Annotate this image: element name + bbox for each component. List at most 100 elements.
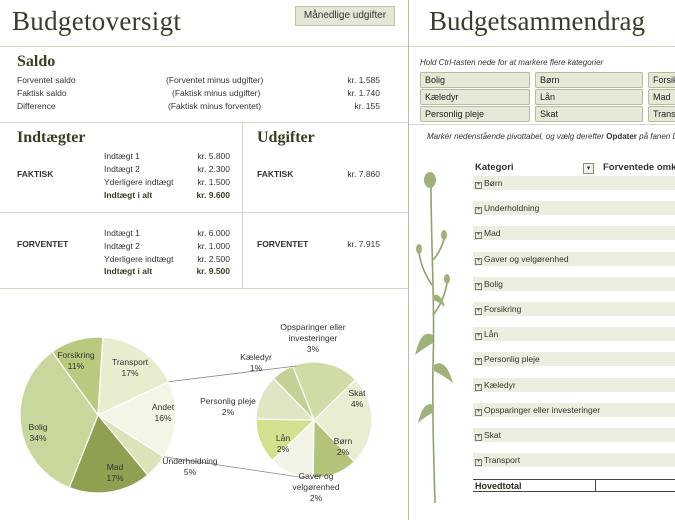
pie-label-personlig-pleje: Personlig pleje 2% (200, 396, 256, 417)
slicer-item-mad[interactable]: Mad (648, 89, 675, 105)
income-row-amount: kr. 6.000 (170, 228, 230, 238)
slicer-item-transport[interactable]: Transport (648, 106, 675, 122)
balance-note: (Faktisk minus forventet) (168, 101, 261, 111)
pivot-row-label: Mad (484, 228, 501, 238)
monthly-expenses-button[interactable]: Månedlige udgifter (295, 6, 395, 26)
income-total-label: Indtægt i alt (104, 190, 152, 200)
income-row-label: Indtægt 2 (104, 241, 140, 251)
expand-icon[interactable]: + (475, 283, 482, 290)
total-separator (595, 480, 596, 492)
balance-amount: kr. 1.740 (320, 88, 380, 98)
pivot-row-label: Underholdning (484, 203, 539, 213)
income-row-amount: kr. 2.300 (170, 164, 230, 174)
expenses-actual-amount: kr. 7.860 (320, 169, 380, 179)
income-row-amount: kr. 1.000 (170, 241, 230, 251)
pivot-row[interactable]: + Børn (473, 176, 675, 190)
income-row-label: Indtægt 1 (104, 151, 140, 161)
balance-label: Difference (17, 101, 56, 111)
pivot-row[interactable]: + Opsparinger eller investeringer (473, 403, 675, 417)
expand-icon[interactable]: + (475, 384, 482, 391)
pivot-row[interactable]: + Gaver og velgørenhed (473, 252, 675, 266)
pivot-row-label: Forsikring (484, 304, 521, 314)
divider (0, 288, 408, 289)
balance-note: (Forventet minus udgifter) (166, 75, 263, 85)
pivot-row[interactable]: + Lån (473, 327, 675, 341)
expand-icon[interactable]: + (475, 232, 482, 239)
expand-icon[interactable]: + (475, 459, 482, 466)
pivot-row[interactable]: + Skat (473, 428, 675, 442)
income-total-label: Indtægt i alt (104, 266, 152, 276)
expand-icon[interactable]: + (475, 207, 482, 214)
pie-label-opsparinger-eller-investeringer: Opsparinger eller investeringer 3% (280, 322, 345, 354)
pie-label-mad: Mad 17% (106, 462, 123, 483)
slicer-item-skat[interactable]: Skat (535, 106, 643, 122)
slicer-item-personlig-pleje[interactable]: Personlig pleje (420, 106, 530, 122)
flower-illustration (409, 165, 469, 505)
balance-note: (Faktisk minus udgifter) (172, 88, 260, 98)
pivot-row[interactable]: + Forsikring (473, 302, 675, 316)
pie-label-gaver-og-velg-renhed: Gaver og velgørenhed 2% (292, 471, 340, 503)
expand-icon[interactable]: + (475, 409, 482, 416)
slicer-hint: Hold Ctrl-tasten nede for at markere fle… (420, 58, 603, 67)
pie-label-l-n: Lån 2% (276, 433, 290, 454)
pivot-row-label: Lån (484, 329, 498, 339)
pivot-row-label: Kæledyr (484, 380, 516, 390)
pie-label-underholdning: Underholdning 5% (162, 456, 218, 477)
income-row-label: Yderligere indtægt (104, 177, 173, 187)
pivot-row[interactable]: + Personlig pleje (473, 352, 675, 366)
pivot-row-label: Transport (484, 455, 520, 465)
column-divider (242, 122, 243, 288)
pivot-row[interactable]: + Transport (473, 453, 675, 467)
pivot-row-label: Bolig (484, 279, 503, 289)
expense-pie-chart: Forsikring 11% Transport 17% Andet 16% Underho… (0, 312, 408, 517)
income-row-amount: kr. 2.500 (170, 254, 230, 264)
pivot-row-label: Børn (484, 178, 502, 188)
pivot-row[interactable]: + Bolig (473, 277, 675, 291)
pivot-col-expected: Forventede omkostninger (603, 162, 675, 173)
slicer-item-boern[interactable]: Børn (535, 72, 643, 88)
expand-icon[interactable]: + (475, 308, 482, 315)
slicer-item-kaeledyr[interactable]: Kæledyr (420, 89, 530, 105)
income-row-label: Yderligere indtægt (104, 254, 173, 264)
expenses-expected-label: FORVENTET (257, 239, 308, 249)
pivot-header: Kategori ▾ Forventede omkostninger (471, 162, 675, 176)
slicer-item-forsikring[interactable]: Forsikring (648, 72, 675, 88)
refresh-hint-text-end: på fanen Data (637, 132, 675, 141)
expand-icon[interactable]: + (475, 258, 482, 265)
expenses-actual-label: FAKTISK (257, 169, 293, 179)
income-row-amount: kr. 5.800 (170, 151, 230, 161)
pie-label-bolig: Bolig 34% (29, 422, 48, 443)
pivot-row-label: Personlig pleje (484, 354, 540, 364)
page-title: Budgetoversigt (12, 6, 181, 37)
pivot-col-category: Kategori (475, 162, 514, 173)
filter-dropdown-icon[interactable]: ▾ (583, 163, 594, 174)
refresh-hint-bold: Opdater (606, 132, 637, 141)
pivot-row[interactable]: + Mad (473, 226, 675, 240)
expenses-expected-amount: kr. 7.915 (320, 239, 380, 249)
grand-total-label: Hovedtotal (475, 481, 522, 491)
expand-icon[interactable]: + (475, 358, 482, 365)
slicer-item-bolig[interactable]: Bolig (420, 72, 530, 88)
refresh-hint-text: Markér nedenstående pivottabel, og vælg … (427, 132, 606, 141)
slicer-item-laan[interactable]: Lån (535, 89, 643, 105)
divider (0, 46, 408, 47)
pivot-row-label: Skat (484, 430, 501, 440)
income-total-amount: kr. 9.500 (170, 266, 230, 276)
pivot-row-label: Opsparinger eller investeringer (484, 405, 600, 415)
balance-amount: kr. 1.585 (320, 75, 380, 85)
expand-icon[interactable]: + (475, 333, 482, 340)
budget-overview-pane: Budgetoversigt Månedlige udgifter Saldo … (0, 0, 408, 520)
divider (409, 124, 675, 125)
pivot-grand-total: Hovedtotal (473, 479, 675, 492)
refresh-hint: Markér nedenstående pivottabel, og vælg … (427, 132, 675, 141)
pivot-row[interactable]: + Kæledyr (473, 378, 675, 392)
balance-amount: kr. 155 (320, 101, 380, 111)
expand-icon[interactable]: + (475, 434, 482, 441)
balance-heading: Saldo (17, 53, 55, 71)
income-row-label: Indtægt 2 (104, 164, 140, 174)
pivot-row[interactable]: + Underholdning (473, 201, 675, 215)
income-heading: Indtægter (17, 129, 85, 147)
expand-icon[interactable]: + (475, 182, 482, 189)
income-actual-label: FAKTISK (17, 169, 53, 179)
income-expected-label: FORVENTET (17, 239, 68, 249)
